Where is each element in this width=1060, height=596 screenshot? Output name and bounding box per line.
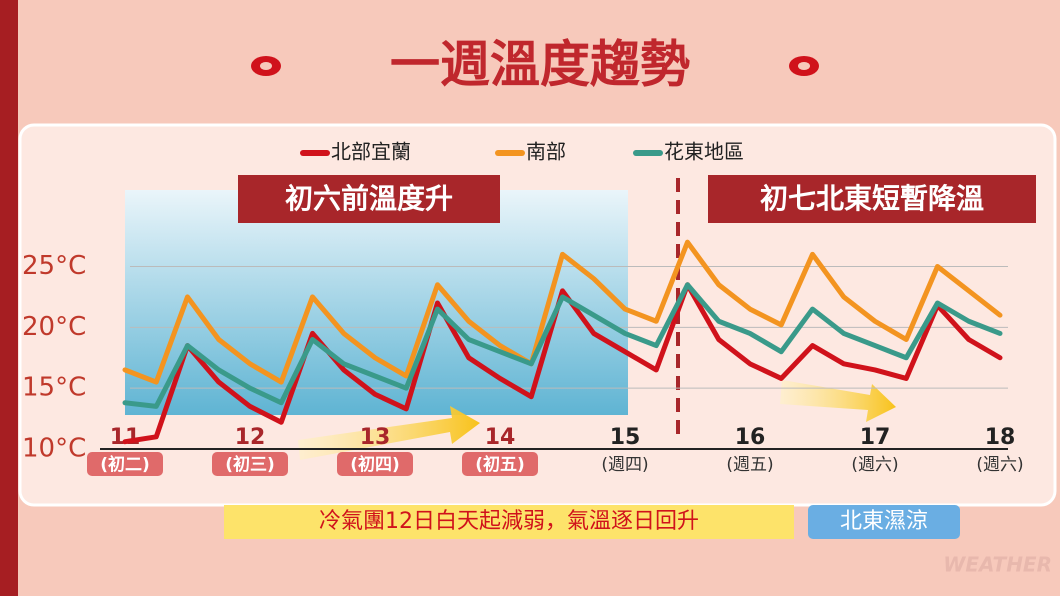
x-tick-label: 16 (735, 425, 766, 450)
series-line (122, 282, 1003, 445)
x-tick-label: 17 (860, 425, 891, 450)
series-line (122, 282, 1003, 409)
sublabel-bg (462, 452, 538, 476)
x-tick-label: 13 (360, 425, 391, 450)
caption: 冷氣團12日白天起減弱，氣溫逐日回升 (319, 509, 699, 534)
legend-label: 北部宜蘭 (331, 140, 411, 164)
x-sublabel: (週四) (601, 455, 648, 475)
x-sublabel: (週五) (726, 455, 773, 475)
banner: 初七北東短暫降溫 (760, 182, 984, 215)
sublabel-bg (337, 452, 413, 476)
arrow (780, 380, 896, 422)
side-stripe (0, 0, 18, 596)
banner-bg (238, 175, 500, 223)
x-tick-label: 18 (985, 425, 1016, 450)
y-tick-label: 25°C (22, 251, 86, 281)
x-tick-label: 14 (485, 425, 516, 450)
x-tick-label: 11 (110, 425, 141, 450)
x-tick-label: 12 (235, 425, 266, 450)
y-tick-label: 10°C (22, 434, 86, 464)
tag-bg (808, 505, 960, 539)
banner: 初六前溫度升 (285, 182, 453, 215)
y-tick-label: 20°C (22, 312, 86, 342)
series-line (122, 239, 1003, 385)
sublabel-bg (212, 452, 288, 476)
warm-period-box (125, 190, 628, 415)
x-sublabel: (初五) (475, 454, 525, 475)
chart-title: 一週溫度趨勢 (390, 36, 690, 94)
watermark: WEATHER (943, 553, 1052, 577)
arrow (298, 406, 480, 460)
x-sublabel: (初四) (350, 454, 400, 475)
x-tick-label: 15 (610, 425, 641, 450)
x-sublabel: (週六) (976, 455, 1023, 475)
x-sublabel: (初二) (100, 454, 150, 475)
caption-bg (224, 505, 794, 539)
banner-bg (708, 175, 1036, 223)
ornament (251, 56, 819, 76)
tag: 北東濕涼 (840, 509, 928, 534)
y-tick-label: 15°C (22, 373, 86, 403)
x-sublabel: (初三) (225, 454, 275, 475)
x-sublabel: (週六) (851, 455, 898, 475)
legend-label: 花東地區 (664, 140, 744, 164)
legend-label: 南部 (526, 140, 566, 164)
sublabel-bg (87, 452, 163, 476)
